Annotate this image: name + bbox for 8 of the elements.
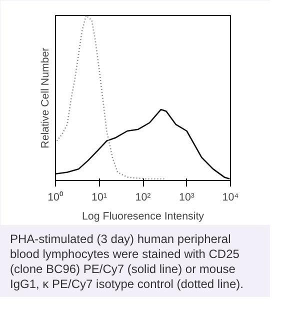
x-axis-title: Log Fluoresence Intensity xyxy=(82,210,205,222)
y-axis-title: Relative Cell Number xyxy=(40,47,52,148)
x-tick-label: 10⁰ xyxy=(48,190,64,204)
x-tick-label: 10⁴ xyxy=(222,192,240,204)
x-tick-label: 10² xyxy=(135,192,152,204)
x-tick-label: 10³ xyxy=(179,192,195,204)
text: PHA-stimulated (3 day) human peripheral blood lymphocytes were stained with CD25 (clone BC96) PE/Cy7 (solid line) or mouse IgG1, κ PE/Cy7 isotype control (dotted line). xyxy=(10,232,244,292)
x-tick-label: 10¹ xyxy=(92,192,108,204)
